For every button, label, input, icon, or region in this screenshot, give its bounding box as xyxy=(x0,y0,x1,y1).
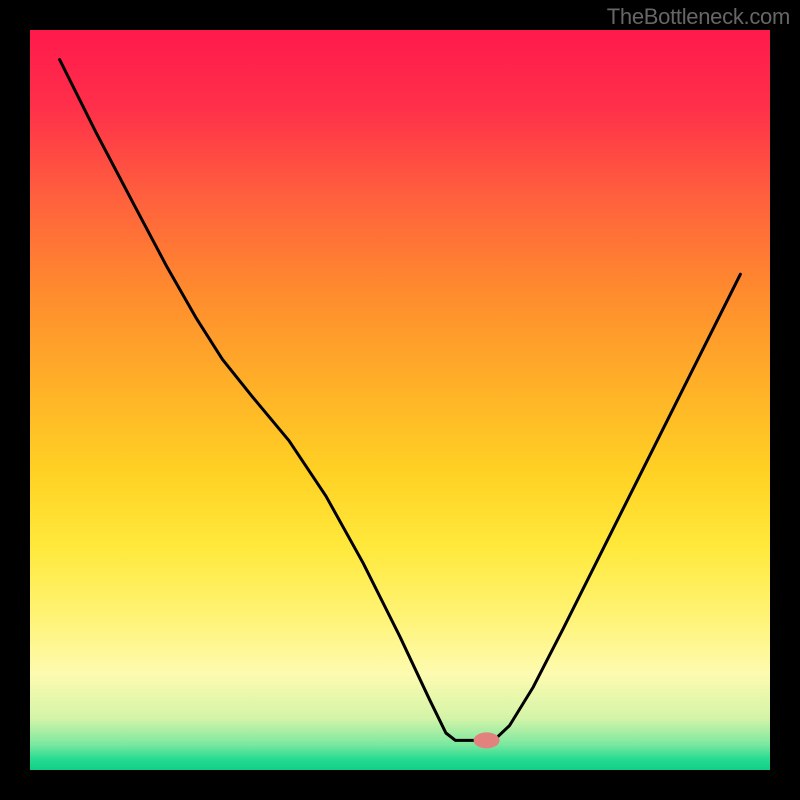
bottleneck-chart xyxy=(0,0,800,800)
optimal-marker xyxy=(474,732,500,748)
chart-container: TheBottleneck.com xyxy=(0,0,800,800)
watermark-label: TheBottleneck.com xyxy=(607,4,790,30)
chart-background xyxy=(30,30,770,770)
